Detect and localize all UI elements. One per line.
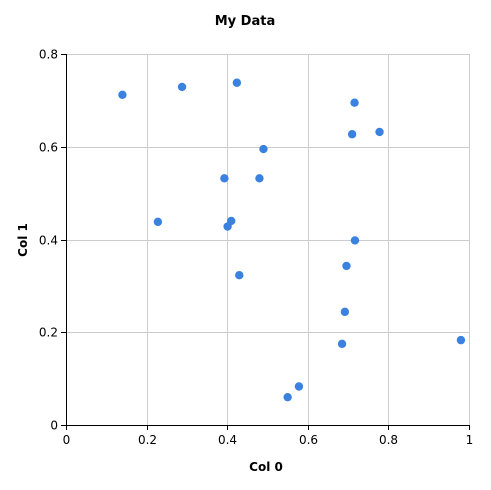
data-points [118,78,466,402]
data-point [340,307,350,317]
data-point [283,392,292,402]
data-point [342,261,351,271]
chart-title: My Data [215,14,276,29]
y-tick-label: 0.8 [39,48,58,62]
data-point [347,130,357,139]
data-point [223,222,232,231]
x-tick-label: 0.8 [379,433,398,447]
data-point [259,144,268,154]
data-point [294,382,304,391]
data-point [350,98,359,107]
data-point [177,82,187,92]
grid [66,54,470,425]
data-point [153,217,163,227]
data-point [456,335,466,345]
x-tick-label: 0 [63,433,71,447]
y-tick-label: 0.2 [39,326,58,340]
x-tick-label: 0.4 [218,433,237,447]
x-tick-label: 0.2 [138,433,157,447]
x-axis-ticks: 0 0.2 0.4 0.6 0.8 1 [63,425,474,447]
data-point [118,90,127,100]
y-tick-label: 0.6 [39,141,58,155]
x-tick-label: 1 [466,433,474,447]
x-tick-label: 0.6 [299,433,318,447]
axes [62,54,469,429]
y-axis-ticks: 0 0.2 0.4 0.6 0.8 [39,48,66,433]
x-axis-label: Col 0 [249,460,283,474]
data-point [255,174,264,183]
data-point [232,78,242,87]
data-point [220,174,229,183]
data-point [375,127,384,137]
data-point [337,339,347,349]
y-tick-label: 0 [50,419,58,433]
data-point [235,271,244,280]
y-tick-label: 0.4 [39,234,58,248]
data-point [350,236,360,245]
y-axis-label: Col 1 [16,223,30,257]
